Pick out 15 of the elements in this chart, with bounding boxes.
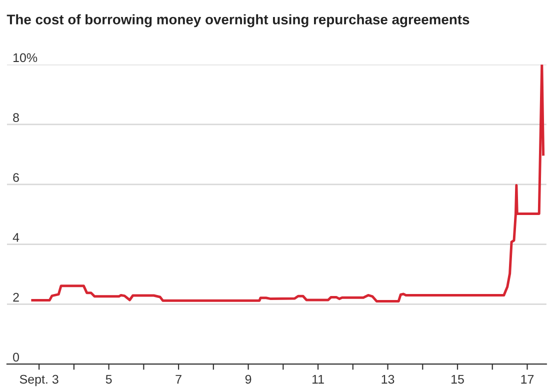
y-tick-label: 6 xyxy=(13,173,19,182)
x-tick-label: 11 xyxy=(312,374,324,384)
x-tick-label: 7 xyxy=(176,374,182,384)
chart-title: The cost of borrowing money overnight using repurchase agreements xyxy=(6,14,470,28)
y-tick-label: 10% xyxy=(13,53,38,62)
y-tick-label: 8 xyxy=(13,113,19,122)
y-tick-label: 0 xyxy=(13,352,20,362)
x-tick-label: 5 xyxy=(106,374,112,384)
x-tick-label: 15 xyxy=(452,374,464,384)
x-tick-label: 9 xyxy=(245,374,252,384)
y-tick-label: 4 xyxy=(12,233,20,242)
x-tick-label: 13 xyxy=(382,374,394,384)
x-tick-label: 17 xyxy=(521,374,534,384)
x-tick-label: Sept. 3 xyxy=(20,374,58,386)
y-tick-label: 2 xyxy=(13,292,19,302)
